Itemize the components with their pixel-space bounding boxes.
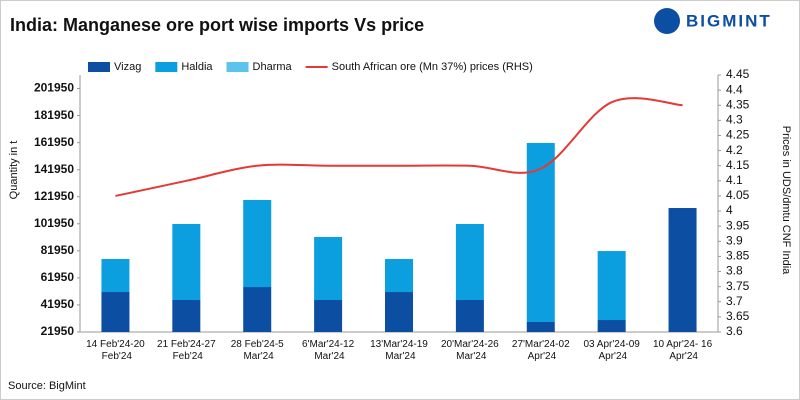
x-tick-label: 03 Apr'24-09 Apr'24 [583, 339, 640, 362]
bar [314, 300, 343, 332]
y2-tick-label: 3.9 [726, 233, 743, 247]
y2-tick-label: 4.1 [726, 173, 743, 187]
bar [385, 292, 413, 332]
bar [455, 223, 484, 301]
x-tick-label: 10 Apr'24- 16 Apr'24 [653, 339, 713, 362]
y-tick-label: 201950 [34, 81, 74, 95]
bar [314, 236, 343, 301]
x-tick-label: 13'Mar'24-19 Mar'24 [370, 339, 428, 362]
brand: BIGMINT [686, 11, 772, 30]
bar [243, 199, 272, 288]
y2-tick-label: 3.6 [726, 324, 743, 338]
y-tick-label: 161950 [34, 135, 74, 149]
x-tick-label: 21 Feb'24-27 Feb'24 [157, 339, 216, 362]
legend-label: Vizag [114, 61, 141, 73]
y2-tick-label: 4.45 [726, 67, 750, 81]
y2-tick-label: 3.7 [726, 294, 743, 308]
bar [385, 259, 413, 293]
x-tick-label: 6'Mar'24-12 Mar'24 [302, 339, 355, 362]
y2-tick-label: 4.15 [726, 158, 750, 172]
price-line [115, 97, 683, 197]
y2-tick-label: 4.4 [726, 82, 743, 96]
y2-tick-label: 3.95 [726, 218, 750, 232]
y-tick-label: 81950 [41, 243, 75, 257]
y-tick-label: 181950 [34, 108, 74, 122]
legend-label: Dharma [253, 61, 293, 73]
x-tick-label: 28 Feb'24-5 Mar'24 [231, 339, 284, 362]
y2-tick-label: 3.85 [726, 249, 750, 263]
bar [101, 292, 130, 332]
bar [526, 321, 555, 332]
y2-tick-label: 4.2 [726, 143, 743, 157]
y-tick-label: 41950 [41, 297, 75, 311]
bar [243, 287, 272, 332]
y-tick-label: 61950 [41, 270, 75, 284]
legend-label: South African ore (Mn 37%) prices (RHS) [332, 61, 533, 73]
bar [172, 300, 201, 332]
legend-swatch [88, 62, 110, 72]
y2-axis-title: Prices in UDS/dmtu CNF India [780, 126, 792, 275]
bar [668, 208, 697, 332]
y2-tick-label: 4.25 [726, 128, 750, 142]
legend-swatch [155, 62, 178, 72]
y2-tick-label: 4.35 [726, 97, 750, 111]
x-tick-label: 20'Mar'24-26 Mar'24 [441, 339, 499, 362]
bar [526, 142, 555, 322]
y-tick-label: 101950 [34, 216, 74, 230]
legend-swatch [226, 62, 249, 72]
bar [597, 320, 626, 332]
bar [172, 223, 201, 301]
x-tick-label: 14 Feb'24-20 Feb'24 [86, 339, 145, 362]
y-axis-title: Quantity in t [8, 141, 20, 200]
y2-tick-label: 3.75 [726, 279, 750, 293]
y2-tick-label: 4.3 [726, 113, 743, 127]
x-tick-label: 27'Mar'24-02 Apr'24 [512, 339, 570, 362]
y-tick-label: 21950 [41, 324, 75, 338]
y-tick-label: 121950 [34, 189, 74, 203]
chart-title: India: Manganese ore port wise imports V… [10, 15, 424, 35]
source: Source: BigMint [8, 380, 86, 392]
y-tick-label: 141950 [34, 162, 74, 176]
y2-tick-label: 3.8 [726, 264, 743, 278]
legend-label: Haldia [181, 61, 213, 73]
bar [455, 300, 484, 332]
y2-tick-label: 3.65 [726, 309, 750, 323]
y2-tick-label: 4.05 [726, 188, 750, 202]
bar [101, 259, 130, 293]
y2-tick-label: 4 [726, 203, 733, 217]
logo-icon [654, 8, 680, 34]
bar [597, 251, 626, 321]
